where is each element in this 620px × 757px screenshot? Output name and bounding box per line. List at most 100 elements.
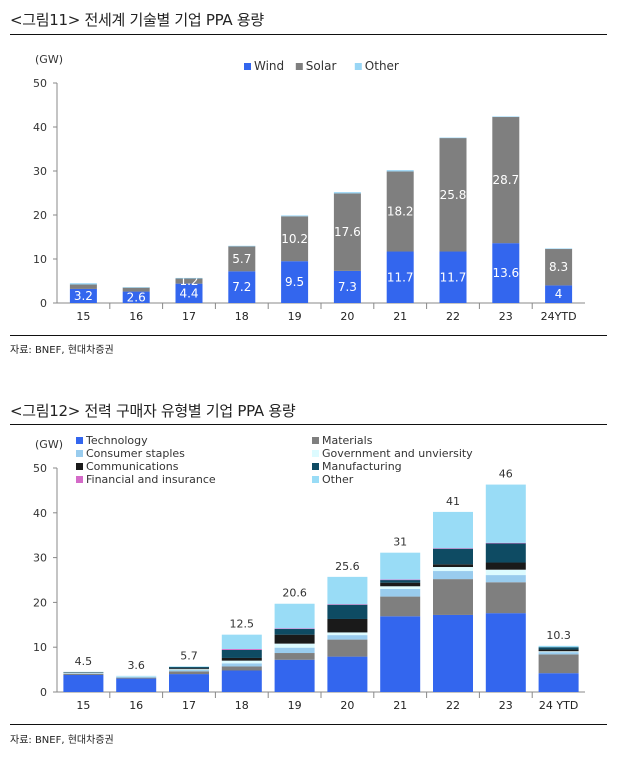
x-tick-label: 19 [288,310,302,323]
figure-2-bottom-rule [10,724,607,725]
bar-government-and-unviersity [169,669,209,671]
bar-other [175,277,203,279]
data-label-wind: 11.7 [440,270,467,284]
bar-manufacturing [433,548,473,565]
total-label: 10.3 [546,629,571,642]
bar-consumer-staples [380,588,421,597]
y-tick-label: 30 [33,165,47,178]
bar-solar [228,246,256,272]
bar-government-and-unviersity [433,567,473,572]
bar-other [169,666,209,668]
bar-wind [175,283,203,303]
bar-government-and-unviersity [380,586,421,589]
data-label-wind: 3.2 [74,289,93,303]
x-tick-label: 17 [182,310,196,323]
bar-wind [333,270,361,303]
legend-label-solar: Solar [306,59,337,73]
bar-technology [433,614,473,692]
bar-wind [122,291,150,303]
figure-1-top-rule [10,34,607,35]
y-tick-label: 10 [33,641,47,654]
bar-solar [439,138,467,252]
data-label-wind: 7.3 [338,280,357,294]
figure-2-source: 자료: BNEF, 현대차증권 [10,735,114,746]
bar-other [485,484,526,543]
bar-other [274,603,315,629]
legend-swatch-materials [312,437,319,444]
data-label-wind: 7.2 [232,280,251,294]
bar-government-and-unviersity [274,643,315,648]
bar-solar [492,116,520,244]
bar-materials [538,654,579,674]
y-tick-label: 20 [33,209,47,222]
bar-wind [69,288,97,303]
x-tick-label: 20 [340,699,354,712]
bar-government-and-unviersity [63,672,104,674]
x-tick-label: 24 YTD [539,699,578,712]
legend-label-materials: Materials [322,434,373,447]
bar-manufacturing [274,628,315,635]
bar-other [221,634,262,649]
legend-swatch-solar [295,63,303,70]
legend-swatch-consumer-staples [76,450,83,457]
legend-label-wind: Wind [254,59,284,73]
bar-technology [538,673,579,692]
legend-swatch-other [312,476,319,483]
bar-communications [63,672,104,673]
bar-communications [274,634,315,644]
x-tick-label: 22 [446,310,460,323]
legend-label-other: Other [322,473,354,486]
figure-2-top-rule [10,424,607,425]
bar-materials [485,582,526,614]
bar-other [63,671,104,673]
y-tick-label: 10 [33,253,47,266]
data-label-solar: 25.8 [440,188,467,202]
bar-materials [380,596,421,617]
bar-materials [327,639,368,657]
bar-other [492,116,520,118]
bar-financial-and-insurance [327,604,368,605]
bar-solar [122,287,150,292]
bar-solar [281,216,309,262]
chart-2-buyer-type: (GW) 0 10 20 30 40 50 15 4.5 16 3.6 17 5.7 18 12.5 19 20… [33,434,585,712]
bar-other [386,170,414,172]
bar-technology [116,678,157,692]
y-tick-label: 50 [33,462,47,475]
bar-materials [274,653,315,660]
bar-communications [327,618,368,633]
bar-government-and-unviersity [221,660,262,664]
bar-materials [63,673,104,675]
total-label: 41 [446,495,460,508]
bar-consumer-staples [169,670,209,672]
data-label-solar: 5.7 [232,252,251,266]
bar-consumer-staples [433,571,473,580]
x-tick-label: 21 [393,310,407,323]
legend-swatch-government-and-unviersity [312,450,319,457]
total-label: 12.5 [230,618,255,631]
data-label-wind: 2.6 [127,290,146,304]
bar-communications [380,582,421,587]
legend-label-consumer-staples: Consumer staples [86,447,185,460]
data-label-solar: 17.6 [334,225,361,239]
bar-wind [281,261,309,303]
x-tick-label: 16 [129,699,143,712]
bar-materials [169,671,209,675]
legend-swatch-communications [76,463,83,470]
data-label-solar: 8.3 [549,260,568,274]
data-label-wind: 13.6 [492,266,519,280]
legend-label-communications: Communications [86,460,179,473]
bar-government-and-unviersity [327,632,368,636]
figure-1-source: 자료: BNEF, 현대차증권 [10,345,114,356]
bar-consumer-staples [327,635,368,640]
chart-1-wind-solar: (GW) 0 10 20 30 40 50 15 3.2 16 2.6 17 4.41.2 18 7.2 5.… [33,53,585,323]
bar-technology [274,659,315,692]
legend-swatch-other [354,63,362,70]
bar-technology [221,670,262,692]
bar-communications [169,668,209,670]
bar-other [380,552,421,580]
bar-technology [169,674,209,692]
bar-wind [545,285,573,303]
x-tick-label: 18 [235,699,249,712]
y-tick-label: 40 [33,507,47,520]
data-label-solar: 28.7 [492,173,519,187]
